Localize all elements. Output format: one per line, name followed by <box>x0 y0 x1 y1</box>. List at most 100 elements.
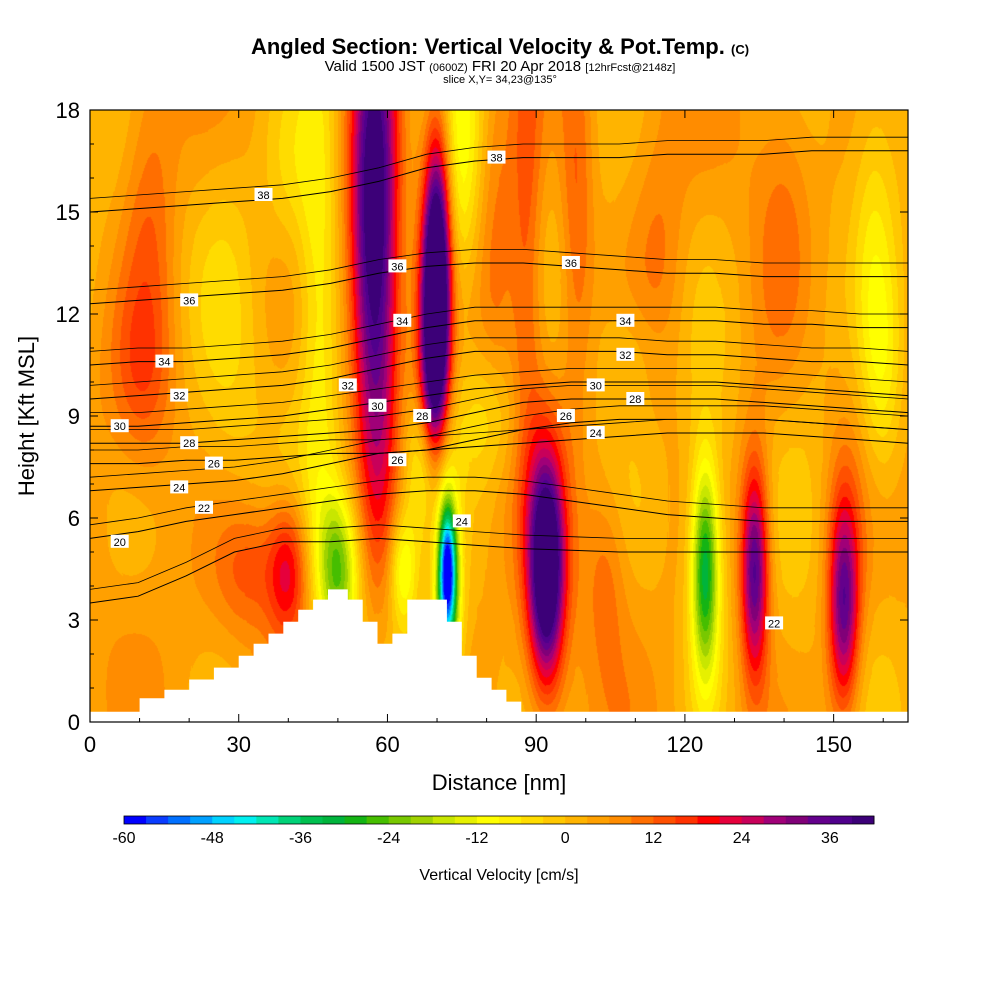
contour-label-text: 26 <box>560 411 572 423</box>
contour-label-bg <box>586 426 605 439</box>
isoline-minor <box>90 306 908 352</box>
colorbar-tick-label: -36 <box>289 830 312 847</box>
colorbar-swatch <box>476 816 500 824</box>
colorbar-swatch <box>587 816 610 824</box>
colorbar-swatch <box>697 816 721 824</box>
contour-label-bg <box>561 256 580 269</box>
colorbar-swatch <box>851 816 875 824</box>
contour-label-bg <box>765 616 784 630</box>
contour-label-bg <box>616 347 635 361</box>
y-axis-label: Height [Kft MSL] <box>14 336 39 496</box>
contour-label-bg <box>110 534 129 548</box>
contour-label-text: 38 <box>490 153 502 165</box>
forecast-run: [12hrFcst@2148z] <box>585 62 676 74</box>
isoline-32 <box>90 350 908 400</box>
colorbar-swatch <box>124 816 147 824</box>
contour-label: 20 <box>110 534 129 549</box>
colorbar-swatch <box>499 816 522 824</box>
contour-label-bg <box>170 480 189 494</box>
colorbar-swatch <box>521 816 544 824</box>
contour-label: 32 <box>170 388 189 403</box>
contour-label: 34 <box>616 313 635 328</box>
colorbar-swatch <box>300 816 324 824</box>
isoline-minor <box>90 368 908 413</box>
contour-label-text: 30 <box>371 401 383 413</box>
contour-label-text: 22 <box>198 503 210 515</box>
y-tick-label: 15 <box>56 200 80 225</box>
contour-label: 28 <box>413 409 432 423</box>
contour-label-bg <box>254 188 273 201</box>
slice-info: slice X,Y= 34,23@135° <box>443 74 557 86</box>
contour-label: 30 <box>110 419 129 433</box>
contour-label-text: 24 <box>456 516 468 528</box>
contour-label-bg <box>388 259 407 273</box>
y-tick-label: 0 <box>68 710 80 735</box>
colorbar-swatch <box>675 816 699 824</box>
contour-label: 28 <box>626 392 645 406</box>
colorbar-swatch <box>807 816 831 824</box>
colorbar-frame <box>123 815 875 825</box>
contour-label: 26 <box>388 453 407 467</box>
contour-label-text: 26 <box>208 459 220 471</box>
contour-label: 36 <box>561 256 580 270</box>
contour-label: 26 <box>556 409 575 423</box>
contour-label: 22 <box>195 500 213 515</box>
contour-label-bg <box>452 514 471 528</box>
isoline-20 <box>90 537 908 604</box>
contour-label-text: 22 <box>768 618 780 630</box>
contour-label-text: 36 <box>391 261 403 273</box>
y-tick-label: 3 <box>68 608 80 633</box>
contour-label: 32 <box>616 347 635 362</box>
x-tick-label: 120 <box>667 732 704 757</box>
colorbar-swatch <box>785 816 809 824</box>
y-tick-label: 12 <box>56 302 80 327</box>
isoline-minor <box>90 476 908 526</box>
contour-label-bg <box>616 313 635 327</box>
colorbar-swatch <box>322 816 346 824</box>
colorbar-tick-label: 12 <box>645 830 663 847</box>
isoline-minor <box>90 337 908 386</box>
x-tick-label: 60 <box>375 732 399 757</box>
colorbar-tick-label: 36 <box>821 830 839 847</box>
colorbar-swatch <box>234 816 257 824</box>
contour-labels: 38 38 36 36 36 34 34 34 32 32 32 30 30 30 28 28 28 26 26 26… <box>110 150 784 630</box>
contour-label-text: 32 <box>173 391 185 403</box>
x-tick-label: 90 <box>524 732 548 757</box>
colorbar-swatch <box>168 816 191 824</box>
y-tick-label: 18 <box>56 98 80 123</box>
contour-label: 38 <box>487 150 506 165</box>
colorbar-swatch <box>631 816 654 824</box>
chart-subtitle: Valid 1500 JST (0600Z) FRI 20 Apr 2018 [… <box>0 59 1000 74</box>
colorbar-swatch <box>609 816 632 824</box>
isoline-24 <box>90 432 908 492</box>
isoline-minor <box>90 524 908 590</box>
contour-label: 38 <box>254 188 273 202</box>
contour-label-bg <box>413 409 432 422</box>
isoline-30 <box>90 381 908 427</box>
colorbar-swatch <box>388 816 412 824</box>
colorbar-swatch <box>212 816 235 824</box>
contour-label-text: 30 <box>590 380 602 392</box>
x-tick-label: 150 <box>815 732 852 757</box>
colorbar-tick-label: 24 <box>733 830 751 847</box>
colorbar-swatch <box>543 816 566 824</box>
valid-time: Valid 1500 JST <box>324 58 425 75</box>
x-tick-label: 30 <box>226 732 250 757</box>
theta-isolines <box>90 136 908 604</box>
vertical-velocity-field <box>90 110 908 722</box>
contour-label-bg <box>110 419 129 433</box>
colorbar: -60 -48 -36 -24 -12 0 12 24 36 <box>112 815 875 847</box>
isoline-minor <box>90 405 908 451</box>
title-block: Angled Section: Vertical Velocity & Pot.… <box>0 36 1000 86</box>
colorbar-swatch <box>829 816 853 824</box>
contour-label-bg <box>180 436 199 450</box>
contour-label-bg <box>170 388 189 402</box>
colorbar-swatch <box>146 816 169 824</box>
contour-label-text: 24 <box>590 428 602 440</box>
isoline-36 <box>90 262 908 305</box>
colorbar-tick-label: -48 <box>201 830 224 847</box>
contour-label-bg <box>155 354 174 368</box>
isoline-26 <box>90 418 908 465</box>
colorbar-swatch <box>653 816 676 824</box>
